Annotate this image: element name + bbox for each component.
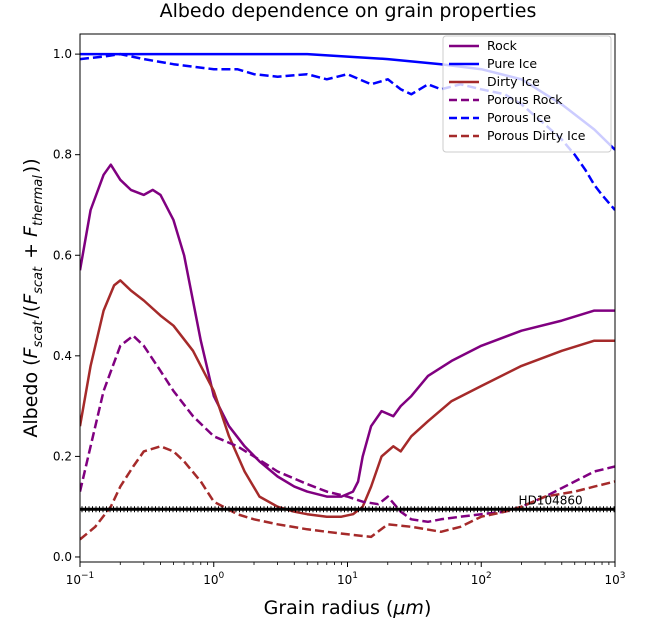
series-line-porous-ice [80, 52, 615, 211]
y-axis-label: Albedo (Fscat /(Fscat + Fthermal )) [20, 158, 46, 437]
legend-label: Porous Rock [487, 92, 563, 107]
y-tick-label: 1.0 [53, 47, 72, 61]
x-tick-label: 10−1 [66, 571, 95, 587]
y-tick-label: 0.0 [53, 550, 72, 564]
x-axis-label: Grain radius (μm) [264, 597, 432, 619]
series-layer [80, 52, 615, 541]
x-tick-label: 102 [471, 571, 492, 587]
legend: Rock Pure Ice Dirty Ice Porous Rock Porous I… [442, 35, 612, 153]
series-line-rock [80, 163, 615, 498]
legend-label: Pure Ice [487, 56, 537, 71]
annotations: HD104860 [519, 494, 583, 508]
y-tick-label: 0.6 [53, 248, 72, 262]
series-line-dirty-ice [80, 279, 615, 518]
chart-title: Albedo dependence on grain properties [160, 0, 537, 22]
legend-label: Rock [487, 38, 518, 53]
x-tick-label: 101 [337, 571, 358, 587]
legend-label: Dirty Ice [487, 74, 540, 89]
legend-label: Porous Dirty Ice [487, 128, 586, 143]
legend-label: Porous Ice [487, 110, 551, 125]
series-line-porous-dirty-ice [80, 445, 615, 541]
y-axis: 0.0 0.2 0.4 0.6 0.8 1.0 [53, 47, 80, 564]
x-tick-label: 103 [604, 571, 625, 587]
x-tick-label: 100 [203, 571, 224, 587]
annotation-label: HD104860 [519, 494, 583, 508]
y-tick-label: 0.2 [53, 449, 72, 463]
y-tick-label: 0.4 [53, 349, 72, 363]
x-axis: 10−1 100 101 102 103 [66, 562, 626, 587]
y-tick-label: 0.8 [53, 148, 72, 162]
legend-box [442, 35, 612, 153]
